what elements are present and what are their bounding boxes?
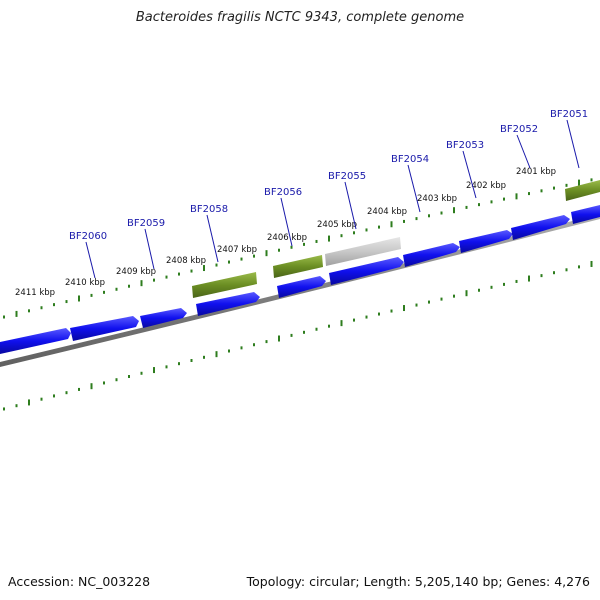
accession-text: Accession: NC_003228 [8,574,151,589]
pseudo-gene[interactable] [325,237,401,266]
gene-arrow[interactable] [403,243,460,267]
gene-arrow[interactable] [571,205,600,224]
gene-arrow[interactable] [329,257,404,285]
rna-gene[interactable] [565,180,600,201]
kbp-label: 2405 kbp [317,220,357,230]
gene-label[interactable]: BF2060 [69,231,107,242]
genome-summary: Topology: circular; Length: 5,205,140 bp… [246,574,590,589]
kbp-label: 2411 kbp [15,288,55,298]
kbp-label: 2406 kbp [267,233,307,243]
rna-gene[interactable] [273,255,323,278]
gene-arrow[interactable] [140,308,187,328]
kbp-label: 2403 kbp [417,194,457,204]
gene-label[interactable]: BF2052 [500,124,538,135]
gene-label[interactable]: BF2053 [446,140,484,151]
kbp-label: 2409 kbp [116,267,156,277]
gene-arrow[interactable] [0,328,71,354]
gene-arrow[interactable] [277,276,326,298]
gene-label[interactable]: BF2059 [127,218,165,229]
kbp-label: 2410 kbp [65,278,105,288]
gene-label[interactable]: BF2056 [264,187,302,198]
rna-gene[interactable] [192,272,257,298]
gene-arrow[interactable] [70,316,139,341]
kbp-label: 2402 kbp [466,181,506,191]
gene-label[interactable]: BF2051 [550,109,588,120]
gene-label[interactable]: BF2058 [190,204,228,215]
kbp-label: 2408 kbp [166,256,206,266]
kbp-label: 2407 kbp [217,245,257,255]
gene-arrow[interactable] [459,230,513,253]
map-title: Bacteroides fragilis NCTC 9343, complete… [135,10,465,25]
gene-arrow[interactable] [511,215,570,240]
gene-leader-lines [85,119,580,279]
kbp-label: 2404 kbp [367,207,407,217]
gene-label[interactable]: BF2055 [328,171,366,182]
kbp-label: 2401 kbp [516,167,556,177]
gene-label[interactable]: BF2054 [391,154,429,165]
gc-ticks-inner [3,260,593,411]
gene-arrow[interactable] [196,292,260,316]
gc-ticks-outer [3,178,593,319]
